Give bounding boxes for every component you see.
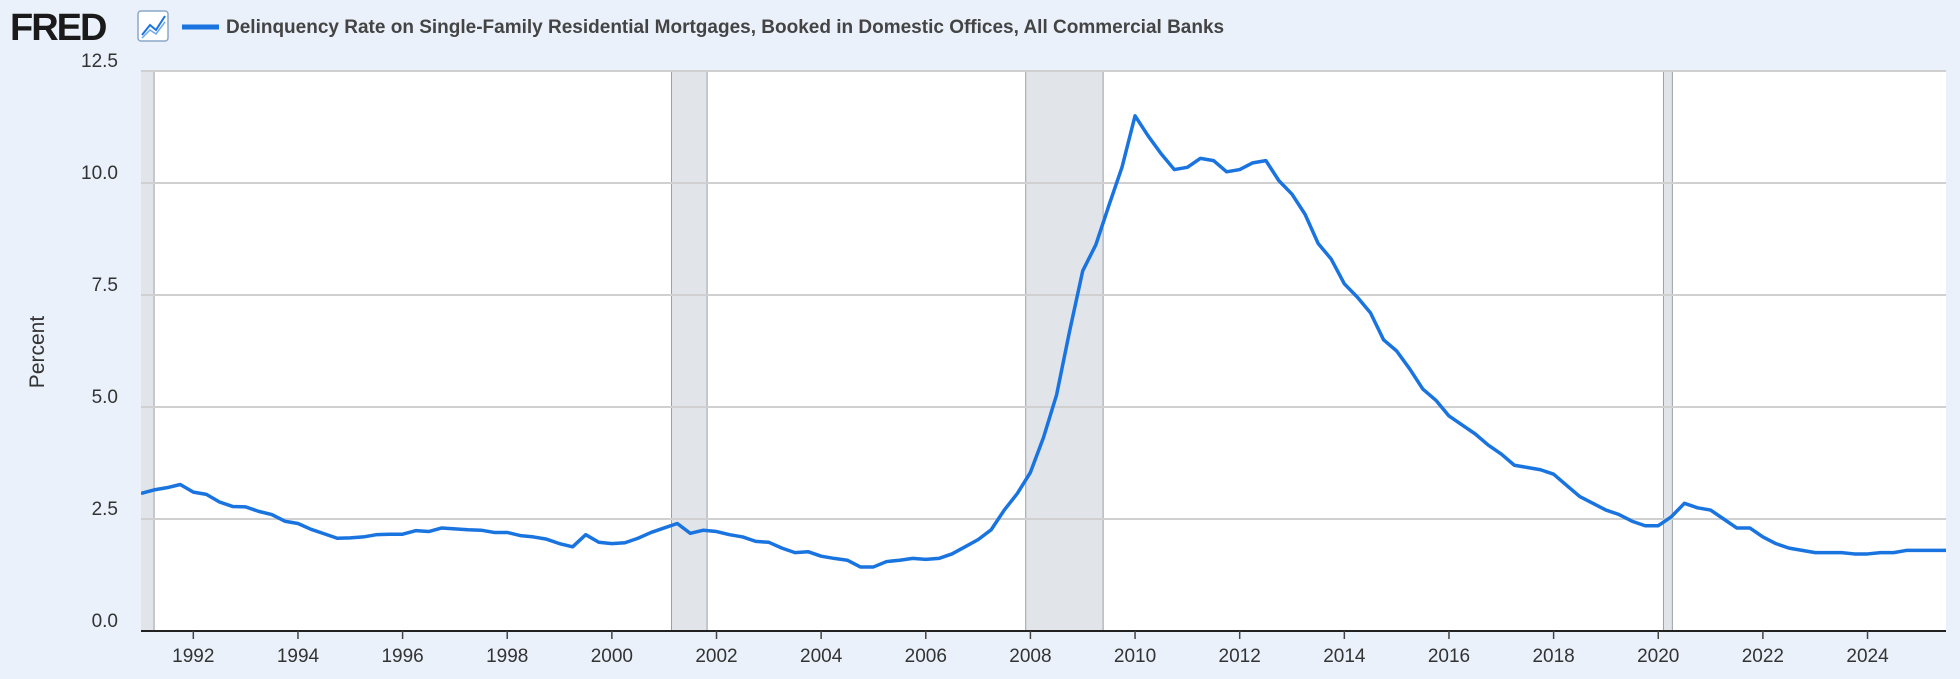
x-tick-label: 2024: [1846, 646, 1889, 667]
legend-label: Delinquency Rate on Single-Family Reside…: [226, 17, 1224, 38]
y-tick-label: 2.5: [92, 499, 118, 520]
x-tick-label: 1998: [486, 646, 528, 667]
series-line: [141, 114, 1946, 569]
line-layer: [141, 114, 1946, 569]
x-tick-label: 2016: [1428, 646, 1470, 667]
y-tick-label: 5.0: [92, 387, 118, 408]
x-tick-label: 2012: [1219, 646, 1261, 667]
x-tick-label: 2008: [1009, 646, 1051, 667]
label-layer: 0.0 2.5 5.0 7.5 10.0 12.5 1992 1994 1996 1998 2000…: [81, 51, 1889, 667]
x-tick-label: 2018: [1532, 646, 1574, 667]
x-tick-label: 2014: [1323, 646, 1366, 667]
x-tick-label: 2022: [1742, 646, 1784, 667]
logo-icon: [137, 10, 169, 42]
recession-band: [1662, 71, 1673, 631]
x-tick-label: 2002: [695, 646, 737, 667]
x-tick-label: 2006: [905, 646, 947, 667]
x-tick-label: 2004: [800, 646, 843, 667]
y-axis-title: Percent: [26, 316, 49, 389]
x-tick-label: 2010: [1114, 646, 1156, 667]
x-tick-label: 1994: [277, 646, 320, 667]
x-tick-label: 2000: [591, 646, 633, 667]
recession-band: [141, 71, 155, 631]
x-tick-label: 1996: [381, 646, 423, 667]
x-tick-label: 1992: [172, 646, 214, 667]
recession-band: [671, 71, 708, 631]
y-tick-label: 12.5: [81, 51, 118, 72]
x-tick-label: 2020: [1637, 646, 1679, 667]
y-tick-label: 0.0: [92, 611, 118, 632]
logo: FRED: [10, 7, 106, 49]
recession-layer: [141, 71, 1673, 631]
y-tick-label: 10.0: [81, 163, 118, 184]
y-tick-label: 7.5: [92, 275, 118, 296]
grid-layer: [141, 70, 1946, 639]
